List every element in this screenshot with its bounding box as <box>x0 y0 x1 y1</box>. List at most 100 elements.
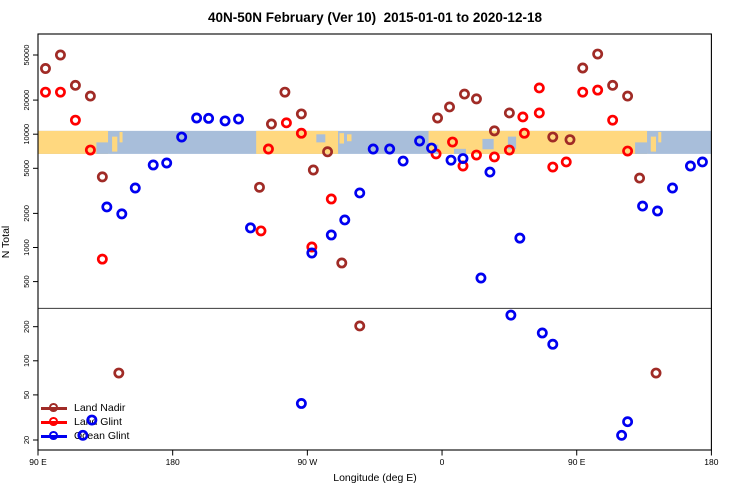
map-band-land-speck <box>339 133 345 144</box>
x-tick-label: 90 W <box>297 457 317 467</box>
plot-frame <box>37 33 712 451</box>
data-point-land-glint <box>447 136 458 148</box>
data-point-land-glint <box>84 144 96 156</box>
data-point-ocean-glint <box>684 160 696 172</box>
y-tick-label: 500 <box>22 275 31 288</box>
data-point-land-glint <box>622 145 634 157</box>
data-point-ocean-glint <box>367 143 379 155</box>
x-tick-label: 0 <box>440 457 445 467</box>
data-point-land-glint <box>255 225 267 237</box>
legend-ring-icon <box>49 417 58 426</box>
data-point-ocean-glint <box>116 208 128 220</box>
data-point-ocean-glint <box>696 156 708 168</box>
ocean-glint-marker-icon <box>41 430 67 442</box>
data-point-ocean-glint <box>622 416 634 428</box>
data-point-land-nadir <box>307 164 319 176</box>
data-point-land-nadir <box>113 367 125 379</box>
data-point-land-nadir <box>444 101 455 113</box>
y-tick-label: 100 <box>22 355 31 368</box>
data-point-ocean-glint <box>547 338 559 350</box>
data-point-ocean-glint <box>536 327 548 339</box>
data-point-land-nadir <box>84 90 96 102</box>
y-tick-label: 20000 <box>22 90 31 111</box>
data-point-land-nadir <box>607 79 619 91</box>
data-point-land-nadir <box>69 79 81 91</box>
data-point-land-glint <box>592 84 604 96</box>
map-band-land-speck <box>658 132 662 143</box>
data-point-ocean-glint <box>245 222 256 234</box>
data-point-land-glint <box>517 111 529 123</box>
data-point-ocean-glint <box>176 131 188 143</box>
data-point-land-glint <box>503 144 515 156</box>
map-band-sea-patch <box>316 134 326 143</box>
data-point-land-nadir <box>622 90 634 102</box>
data-point-land-nadir <box>322 146 334 158</box>
data-point-land-nadir <box>547 131 559 143</box>
data-point-ocean-glint <box>445 154 457 166</box>
y-tick-label: 50 <box>22 391 31 399</box>
data-point-land-nadir <box>471 93 482 105</box>
x-tick-label: 90 E <box>29 457 47 467</box>
map-band-land <box>38 130 109 154</box>
y-tick-label: 1000 <box>22 239 31 256</box>
data-point-ocean-glint <box>101 201 113 213</box>
map-band-sea-patch <box>454 148 466 154</box>
data-point-land-nadir <box>96 171 108 183</box>
data-point-land-nadir <box>577 62 589 74</box>
data-point-land-nadir <box>254 181 265 193</box>
data-point-land-glint <box>306 241 318 253</box>
y-tick-label: 20 <box>22 436 31 444</box>
data-point-ocean-glint <box>616 429 628 441</box>
data-point-ocean-glint <box>667 182 678 194</box>
data-point-land-glint <box>488 151 500 163</box>
data-point-land-glint <box>69 114 81 126</box>
legend-label-ocean-glint: Ocean Glint <box>74 430 130 442</box>
y-tick-label: 2000 <box>22 205 31 222</box>
map-band-sea-patch <box>96 142 109 154</box>
data-point-ocean-glint <box>637 200 649 212</box>
data-point-land-glint <box>577 86 589 98</box>
land-glint-marker-icon <box>41 416 67 428</box>
data-point-land-nadir <box>279 86 291 98</box>
data-point-ocean-glint <box>325 229 337 241</box>
data-point-land-glint <box>471 149 482 161</box>
data-point-ocean-glint <box>484 166 496 178</box>
data-point-land-nadir <box>488 125 500 137</box>
data-point-land-nadir <box>336 257 348 269</box>
data-point-land-glint <box>263 143 274 155</box>
data-point-land-nadir <box>634 172 646 184</box>
x-tick-label: 180 <box>704 457 718 467</box>
map-band-land-speck <box>650 136 657 152</box>
data-point-ocean-glint <box>514 232 526 244</box>
y-tick-label: 5000 <box>22 160 31 177</box>
data-point-ocean-glint <box>191 112 203 124</box>
data-point-ocean-glint <box>414 135 426 147</box>
legend-row-land-glint: Land Glint <box>41 415 129 429</box>
data-point-ocean-glint <box>129 182 141 194</box>
data-point-ocean-glint <box>354 187 366 199</box>
data-point-land-nadir <box>432 112 444 124</box>
data-point-ocean-glint <box>203 112 215 124</box>
legend-label-land-nadir: Land Nadir <box>74 402 126 414</box>
data-point-ocean-glint <box>426 142 438 154</box>
data-point-land-nadir <box>295 108 307 120</box>
map-band-sea-patch <box>635 142 648 154</box>
data-point-land-nadir <box>459 88 470 100</box>
data-point-ocean-glint <box>652 205 663 217</box>
map-band-land-speck <box>347 134 352 142</box>
map-band-sea-patch <box>482 138 494 150</box>
data-point-ocean-glint <box>457 153 469 164</box>
data-point-ocean-glint <box>295 398 307 409</box>
x-tick-label: 180 <box>166 457 180 467</box>
data-point-land-nadir <box>503 107 515 119</box>
map-band-land-speck <box>119 132 123 143</box>
data-point-ocean-glint <box>306 247 318 259</box>
data-point-land-nadir <box>265 118 277 130</box>
legend-row-ocean-glint: Ocean Glint <box>41 429 129 443</box>
data-point-land-glint <box>547 161 559 173</box>
data-point-ocean-glint <box>339 214 351 226</box>
data-point-land-glint <box>96 253 108 265</box>
data-point-land-glint <box>607 114 619 126</box>
data-point-ocean-glint <box>86 414 98 426</box>
